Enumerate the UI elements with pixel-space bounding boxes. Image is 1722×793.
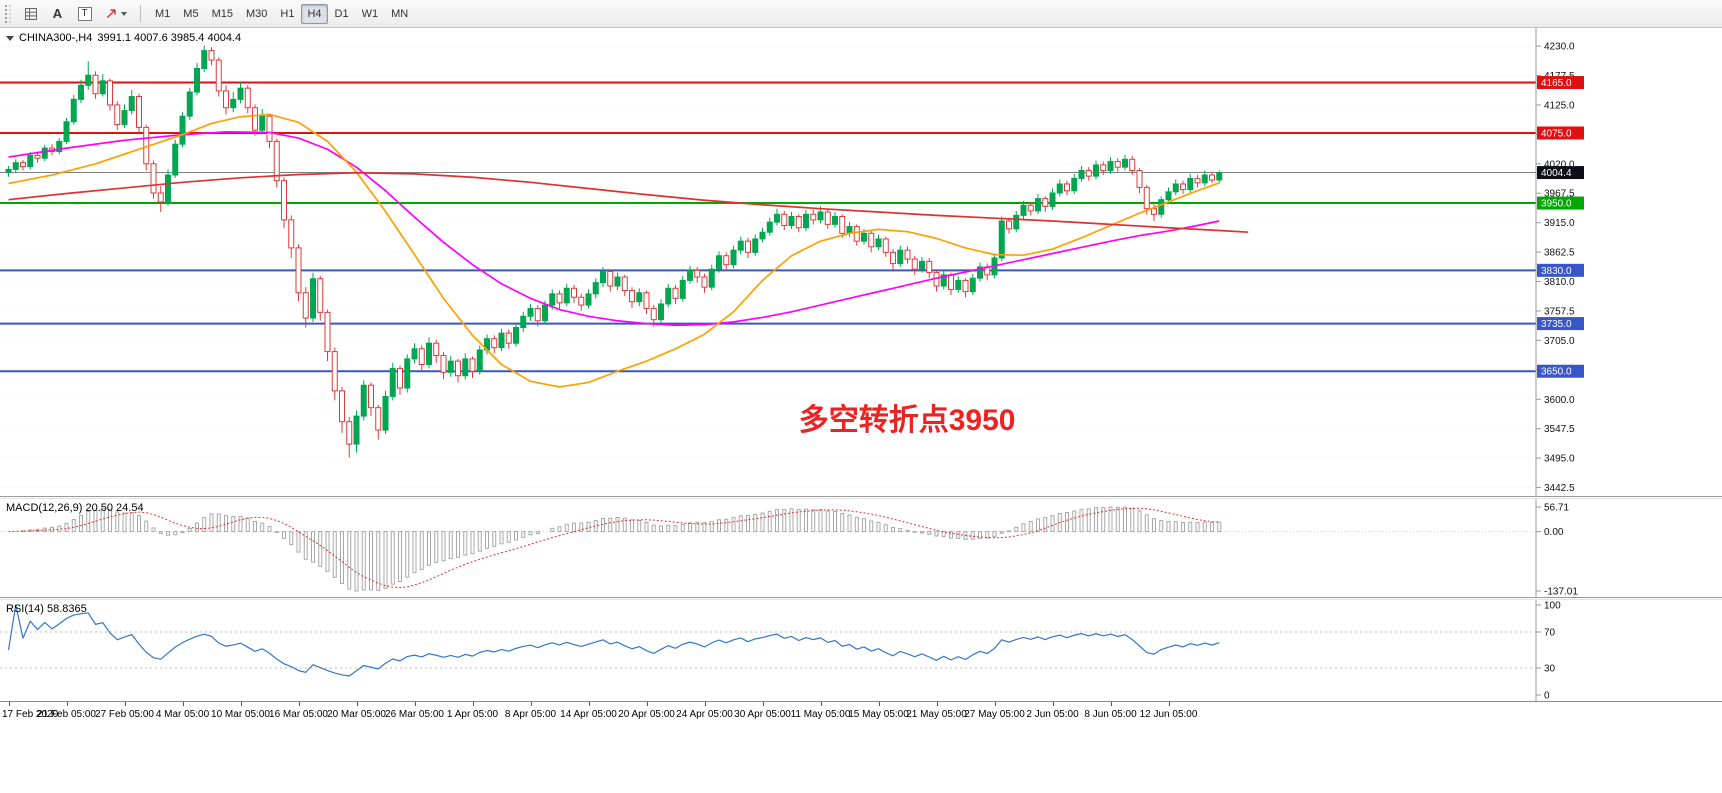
svg-text:4125.0: 4125.0 bbox=[1544, 100, 1575, 111]
chart-area: 多空转折点39504230.04177.54125.04072.54020.03… bbox=[0, 28, 1722, 793]
rsi-panel: 100 70 30 0 RSI(14) 58.8365 bbox=[0, 600, 1722, 702]
svg-text:3950.0: 3950.0 bbox=[1541, 199, 1572, 210]
svg-text:3810.0: 3810.0 bbox=[1544, 277, 1575, 288]
svg-text:56.71: 56.71 bbox=[1544, 503, 1569, 514]
svg-text:0: 0 bbox=[1544, 691, 1550, 702]
svg-text:3967.5: 3967.5 bbox=[1544, 189, 1575, 200]
text-tool-button[interactable]: T bbox=[72, 3, 97, 25]
arrow-tool-label: A bbox=[52, 6, 63, 21]
macd-panel: 56.71 0.00 -137.01 MACD(12,26,9) 20.50 24.… bbox=[0, 499, 1722, 598]
toolbar-separator bbox=[140, 5, 141, 22]
charts-toolbar: A T M1 M5 M15 M30 H1 H4 D1 W1 MN bbox=[0, 0, 1722, 28]
timeframe-mn-button[interactable]: MN bbox=[385, 4, 414, 24]
svg-text:4230.0: 4230.0 bbox=[1544, 42, 1575, 53]
arrows-dropdown-button[interactable] bbox=[99, 3, 132, 25]
svg-text:3442.5: 3442.5 bbox=[1544, 483, 1575, 494]
svg-text:3650.0: 3650.0 bbox=[1541, 367, 1572, 378]
svg-text:3547.5: 3547.5 bbox=[1544, 424, 1575, 435]
svg-text:4020.0: 4020.0 bbox=[1544, 159, 1575, 170]
panel-separator[interactable] bbox=[0, 496, 1722, 499]
svg-text:3495.0: 3495.0 bbox=[1544, 454, 1575, 465]
price-chart-canvas[interactable]: 多空转折点39504230.04177.54125.04072.54020.03… bbox=[0, 28, 1722, 496]
text-tool-label: T bbox=[77, 6, 92, 21]
macd-canvas[interactable]: 56.71 0.00 -137.01 bbox=[0, 499, 1722, 598]
caret-down-icon bbox=[120, 11, 127, 16]
timeframe-h1-button[interactable]: H1 bbox=[274, 4, 300, 24]
svg-text:多空转折点3950: 多空转折点3950 bbox=[799, 404, 1016, 437]
svg-text:3600.0: 3600.0 bbox=[1544, 395, 1575, 406]
svg-text:0.00: 0.00 bbox=[1544, 527, 1564, 538]
arrow-icon bbox=[106, 9, 116, 18]
svg-text:4075.0: 4075.0 bbox=[1541, 128, 1572, 139]
svg-text:3862.5: 3862.5 bbox=[1544, 248, 1575, 259]
svg-text:30: 30 bbox=[1544, 664, 1556, 675]
svg-text:3705.0: 3705.0 bbox=[1544, 336, 1575, 347]
svg-text:3915.0: 3915.0 bbox=[1544, 218, 1575, 229]
svg-text:4165.0: 4165.0 bbox=[1541, 78, 1572, 89]
panel-separator[interactable] bbox=[0, 597, 1722, 600]
chart-grid-tool-button[interactable] bbox=[18, 3, 43, 25]
timeframe-m15-button[interactable]: M15 bbox=[206, 4, 239, 24]
timeframe-w1-button[interactable]: W1 bbox=[356, 4, 385, 24]
timeframe-group: M1 M5 M15 M30 H1 H4 D1 W1 MN bbox=[149, 3, 414, 24]
svg-text:-137.01: -137.01 bbox=[1544, 587, 1578, 598]
svg-text:100: 100 bbox=[1544, 601, 1561, 612]
timeframe-h4-button[interactable]: H4 bbox=[301, 3, 328, 24]
toolbar-grip[interactable] bbox=[5, 4, 11, 23]
price-axis[interactable] bbox=[1536, 28, 1722, 496]
timeframe-d1-button[interactable]: D1 bbox=[329, 4, 355, 24]
timeframe-m1-button[interactable]: M1 bbox=[149, 4, 176, 24]
rsi-canvas[interactable]: 100 70 30 0 bbox=[0, 600, 1722, 702]
timeframe-m5-button[interactable]: M5 bbox=[177, 4, 204, 24]
svg-text:4004.4: 4004.4 bbox=[1541, 168, 1572, 179]
svg-text:3830.0: 3830.0 bbox=[1541, 266, 1572, 277]
time-axis[interactable]: 17 Feb 2020 21 Feb 05:00 27 Feb 05:00 4 Mar… bbox=[0, 701, 1722, 727]
timeframe-m30-button[interactable]: M30 bbox=[240, 4, 273, 24]
svg-text:3735.0: 3735.0 bbox=[1541, 319, 1572, 330]
svg-text:70: 70 bbox=[1544, 628, 1556, 639]
price-panel: 多空转折点39504230.04177.54125.04072.54020.03… bbox=[0, 28, 1722, 496]
arrow-tool-button[interactable]: A bbox=[45, 3, 70, 25]
chart-grid-icon bbox=[24, 7, 37, 20]
symbol-dropdown-icon[interactable] bbox=[6, 35, 14, 41]
svg-text:3757.5: 3757.5 bbox=[1544, 306, 1575, 317]
